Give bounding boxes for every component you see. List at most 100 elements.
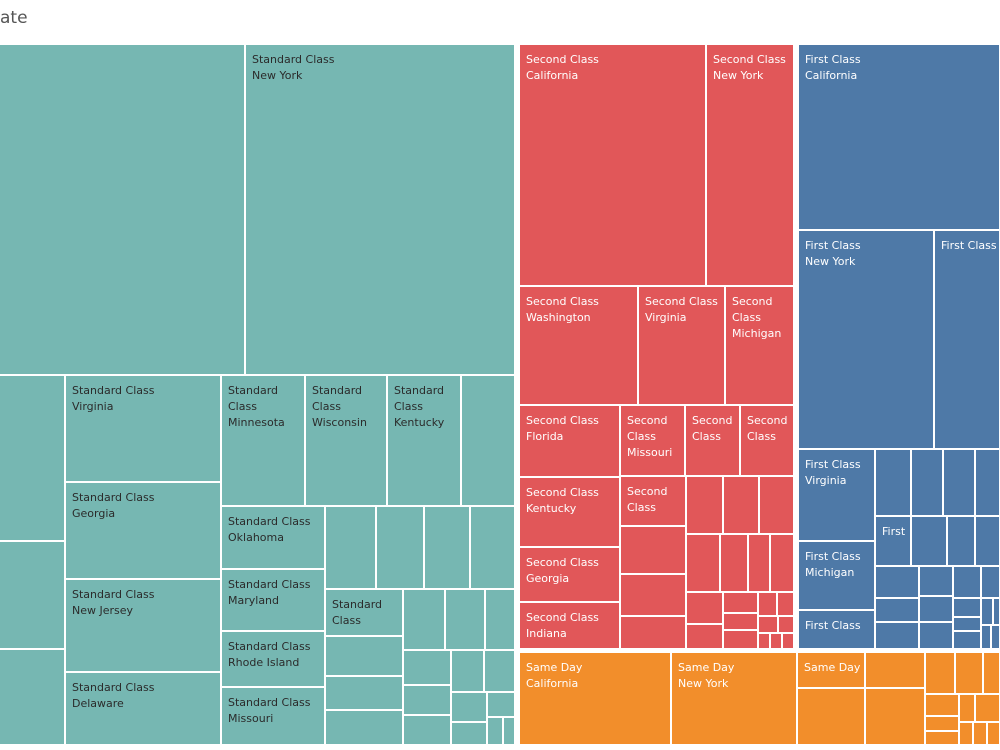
treemap-tile-same-day-x69[interactable]	[987, 722, 1000, 745]
treemap-tile-second-class-x12[interactable]	[620, 526, 686, 574]
treemap-tile-second-class-31[interactable]: Second Class Florida	[519, 405, 620, 477]
treemap-tile-second-class-33[interactable]: Second Class	[685, 405, 740, 476]
treemap-tile-second-class-x22[interactable]	[686, 592, 723, 624]
treemap-tile-same-day-48[interactable]: Same Day	[797, 652, 865, 688]
treemap-tile-standard-class-x11[interactable]	[503, 717, 515, 745]
treemap-tile-first-class-x40[interactable]	[975, 516, 1000, 566]
treemap-tile-standard-class-17[interactable]: Standard Class Maryland	[221, 569, 325, 631]
treemap-tile-second-class-37[interactable]: Second Class Georgia	[519, 547, 620, 602]
treemap-tile-second-class-27[interactable]: Second Class New York	[706, 44, 794, 286]
treemap-tile-standard-class-22[interactable]: Standard Class Rhode Island	[221, 631, 325, 687]
treemap-tile-second-class-28[interactable]: Second Class Washington	[519, 286, 638, 405]
treemap-tile-standard-class-4[interactable]: Standard Class Minnesota	[221, 375, 305, 506]
treemap-tile-same-day-x68[interactable]	[973, 722, 987, 745]
treemap-tile-standard-class-x10[interactable]	[487, 717, 503, 745]
treemap-tile-second-class-x17[interactable]	[759, 476, 794, 534]
treemap-tile-standard-class-7[interactable]	[461, 375, 515, 506]
treemap-tile-second-class-34[interactable]: Second Class	[740, 405, 794, 476]
treemap-tile-first-class-40[interactable]: First Class New York	[798, 230, 934, 449]
treemap-tile-standard-class-21[interactable]	[485, 589, 515, 650]
treemap-tile-second-class-x27[interactable]	[758, 592, 777, 616]
treemap-tile-standard-class-x9[interactable]	[487, 692, 515, 717]
treemap-tile-standard-class-16[interactable]: Standard Class New Jersey	[65, 579, 221, 672]
treemap-tile-first-class-x49[interactable]	[953, 598, 981, 617]
treemap-tile-second-class-35[interactable]: Second Class Kentucky	[519, 477, 620, 547]
treemap-tile-first-class-x43[interactable]	[875, 622, 919, 649]
treemap-tile-first-class-x53[interactable]	[993, 598, 1000, 625]
treemap-tile-standard-class-23[interactable]	[325, 636, 403, 676]
treemap-tile-first-class-x46[interactable]	[919, 622, 953, 649]
treemap-tile-same-day-x59[interactable]	[925, 652, 955, 694]
treemap-tile-first-class-x47[interactable]	[953, 566, 981, 598]
treemap-tile-first-class-x42[interactable]	[875, 598, 919, 622]
treemap-tile-standard-class-5[interactable]: Standard Class Wisconsin	[305, 375, 387, 506]
treemap-tile-first-class-x52[interactable]	[981, 598, 993, 625]
treemap-tile-standard-class-13[interactable]	[424, 506, 470, 589]
treemap-tile-standard-class-14[interactable]	[470, 506, 515, 589]
treemap-tile-second-class-x18[interactable]	[686, 534, 720, 592]
treemap-tile-first-class-x34[interactable]	[875, 449, 911, 516]
treemap-tile-standard-class-x8[interactable]	[451, 722, 487, 745]
treemap-tile-second-class-x25[interactable]	[723, 613, 758, 630]
treemap-tile-second-class-x15[interactable]	[686, 476, 723, 534]
treemap-tile-first-class-x39[interactable]	[947, 516, 975, 566]
treemap-tile-first-class-x54[interactable]	[981, 625, 991, 649]
treemap-tile-second-class-x24[interactable]	[723, 592, 758, 613]
treemap-tile-second-class-x30[interactable]	[778, 616, 794, 633]
treemap-tile-standard-class-9[interactable]: Standard Class Georgia	[65, 482, 221, 579]
treemap-tile-second-class-x14[interactable]	[620, 616, 686, 649]
treemap-tile-first-class-x45[interactable]	[919, 596, 953, 622]
treemap-tile-first-class-x38[interactable]	[911, 516, 947, 566]
treemap-tile-same-day-x67[interactable]	[959, 722, 973, 745]
treemap-tile-standard-class-11[interactable]	[325, 506, 376, 589]
treemap-tile-same-day-x58[interactable]	[865, 688, 925, 745]
treemap-tile-standard-class-2[interactable]	[0, 375, 65, 541]
treemap-tile-first-class-x37[interactable]	[975, 449, 1000, 516]
treemap-tile-standard-class-x1[interactable]	[325, 710, 403, 745]
treemap-tile-standard-class-20[interactable]	[445, 589, 485, 650]
treemap-tile-first-class-42[interactable]: First Class Virginia	[798, 449, 875, 541]
treemap-tile-same-day-x56[interactable]	[797, 688, 865, 745]
treemap-tile-same-day-x60[interactable]	[955, 652, 983, 694]
treemap-tile-second-class-x20[interactable]	[748, 534, 770, 592]
treemap-tile-standard-class-10[interactable]: Standard Class Oklahoma	[221, 506, 325, 569]
treemap-tile-same-day-46[interactable]: Same Day California	[519, 652, 671, 745]
treemap-tile-standard-class-3[interactable]: Standard Class Virginia	[65, 375, 221, 482]
treemap-tile-first-class-x36[interactable]	[943, 449, 975, 516]
treemap-tile-second-class-32[interactable]: Second Class Missouri	[620, 405, 685, 476]
treemap-tile-first-class-x50[interactable]	[953, 617, 981, 631]
treemap-tile-second-class-30[interactable]: Second Class Michigan	[725, 286, 794, 405]
treemap-tile-second-class-x29[interactable]	[758, 616, 778, 633]
treemap-tile-standard-class-x3[interactable]	[403, 685, 451, 715]
treemap-tile-standard-class-x2[interactable]	[403, 650, 451, 685]
treemap-tile-first-class-x44[interactable]	[919, 566, 953, 596]
treemap-tile-second-class-x21[interactable]	[770, 534, 794, 592]
treemap-tile-standard-class-18[interactable]: Standard Class	[325, 589, 403, 636]
treemap-tile-first-class-x55[interactable]	[991, 625, 1000, 649]
treemap-tile-second-class-36[interactable]: Second Class	[620, 476, 686, 526]
treemap-tile-standard-class-x4[interactable]	[403, 715, 451, 745]
treemap-tile-standard-class-19[interactable]	[403, 589, 445, 650]
treemap-tile-same-day-x63[interactable]	[925, 716, 959, 731]
treemap-tile-standard-class-25[interactable]: Standard Class Missouri	[221, 687, 325, 745]
treemap-tile-second-class-x33[interactable]	[782, 633, 794, 649]
treemap-tile-first-class-x41[interactable]	[875, 566, 919, 598]
treemap-tile-standard-class-x7[interactable]	[451, 692, 487, 722]
treemap-tile-second-class-x28[interactable]	[777, 592, 794, 616]
treemap-tile-first-class-43[interactable]: First	[875, 516, 911, 566]
treemap-tile-first-class-41[interactable]: First Class	[934, 230, 1000, 449]
treemap-tile-same-day-x61[interactable]	[983, 652, 1000, 694]
treemap-tile-standard-class-x5[interactable]	[451, 650, 484, 692]
treemap-tile-same-day-x62[interactable]	[925, 694, 959, 716]
treemap-tile-second-class-x32[interactable]	[770, 633, 782, 649]
treemap-tile-first-class-45[interactable]: First Class	[798, 610, 875, 649]
treemap-tile-first-class-x51[interactable]	[953, 631, 981, 649]
treemap-tile-second-class-x26[interactable]	[723, 630, 758, 649]
treemap-tile-second-class-29[interactable]: Second Class Virginia	[638, 286, 725, 405]
treemap-tile-same-day-47[interactable]: Same Day New York	[671, 652, 797, 745]
treemap-tile-standard-class-8[interactable]	[0, 541, 65, 649]
treemap-tile-standard-class-x6[interactable]	[484, 650, 515, 692]
treemap-tile-same-day-x66[interactable]	[975, 694, 1000, 722]
treemap-tile-same-day-x57[interactable]	[865, 652, 925, 688]
treemap-tile-second-class-x13[interactable]	[620, 574, 686, 616]
